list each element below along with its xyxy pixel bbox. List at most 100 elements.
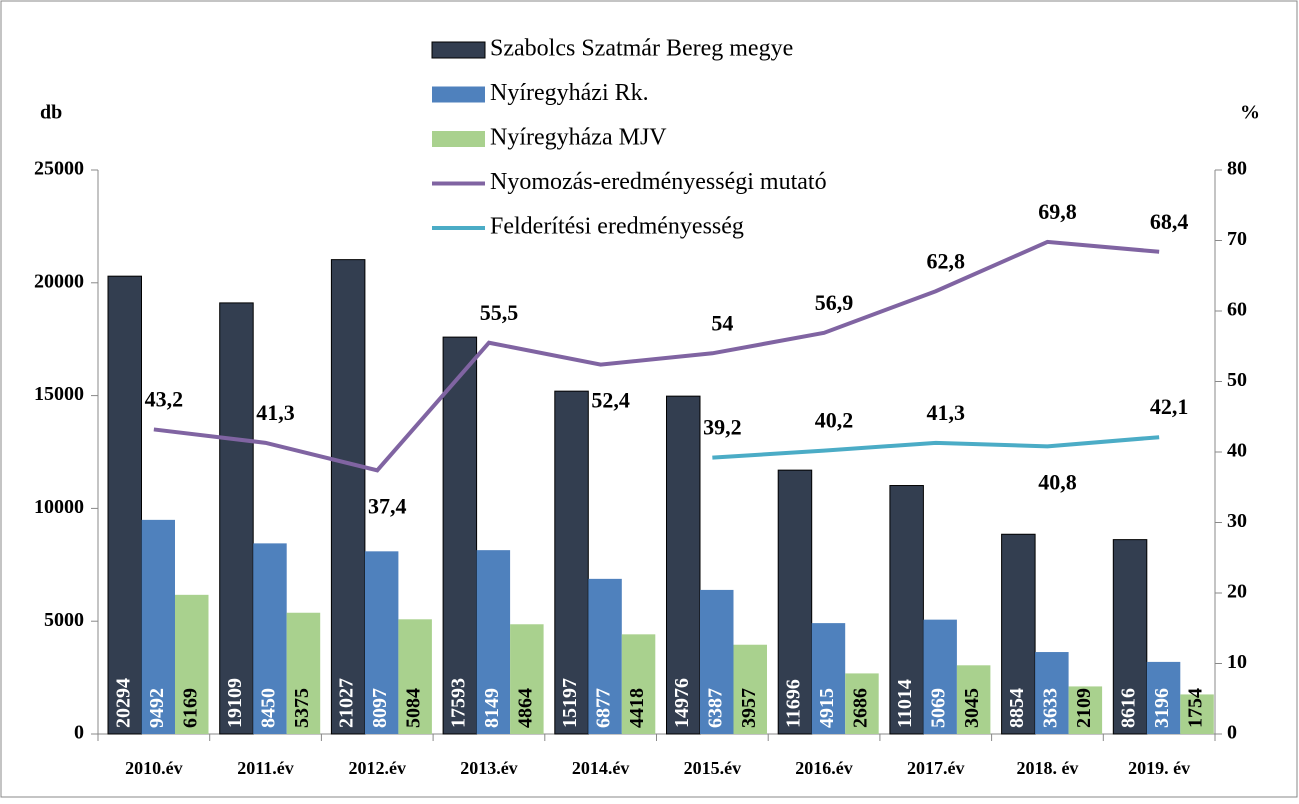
bar: [286, 612, 321, 734]
bar: [364, 551, 399, 734]
bar-value-label: 3045: [961, 688, 983, 728]
line-value-label: 37,4: [368, 493, 407, 518]
bar: [956, 665, 991, 734]
bar-value-label: 5084: [403, 688, 425, 728]
bar: [1112, 539, 1148, 735]
bar-value-label: 3196: [1151, 688, 1173, 728]
y-tick-label: 10000: [34, 496, 84, 518]
y2-tick-label: 20: [1227, 581, 1247, 603]
legend-swatch: [432, 86, 485, 103]
bar-value-label: 14976: [671, 678, 693, 728]
bar-value-label: 21027: [336, 678, 358, 728]
bar-value-label: 3957: [738, 688, 760, 728]
line-value-label: 62,8: [927, 248, 966, 273]
line-value-label: 39,2: [703, 415, 742, 440]
line: [153, 239, 1160, 473]
x-tick-label: 2016.év: [795, 758, 853, 778]
bar-value-label: 8854: [1006, 688, 1028, 728]
bar-value-label: 2686: [850, 688, 872, 728]
bar: [845, 673, 879, 734]
bar-value-label: 15197: [559, 678, 581, 728]
bar-value-label: 6387: [704, 688, 726, 728]
bar: [700, 589, 734, 734]
line-value-label: 54: [711, 310, 733, 335]
line-value-label: 52,4: [591, 388, 630, 413]
y2-tick-label: 50: [1227, 369, 1247, 391]
y-axis-label: db: [40, 102, 62, 124]
line-value-label: 56,9: [815, 290, 854, 315]
bar: [889, 485, 924, 735]
bar-value-label: 5069: [928, 688, 950, 728]
bar-value-label: 6169: [179, 688, 201, 728]
bar: [1001, 533, 1036, 735]
bar-value-label: 3633: [1039, 688, 1061, 728]
bar: [666, 395, 701, 735]
x-tick-label: 2014.év: [572, 758, 630, 778]
legend-label: Nyíregyháza MJV: [490, 125, 667, 151]
bar: [621, 634, 656, 734]
bar: [554, 390, 589, 735]
bar-value-label: 8616: [1118, 688, 1140, 728]
y-tick-label: 5000: [44, 609, 84, 631]
line-value-label: 55,5: [480, 300, 519, 325]
bar-value-label: 8097: [369, 688, 391, 728]
line-value-label: 69,8: [1038, 199, 1077, 224]
bar-value-label: 1754: [1185, 688, 1207, 728]
x-tick-label: 2017.év: [907, 758, 965, 778]
bar-value-label: 19109: [224, 678, 246, 728]
bar-value-label: 11014: [894, 679, 916, 728]
x-tick-label: 2012.év: [349, 758, 407, 778]
line-value-label: 42,1: [1150, 394, 1189, 419]
y2-axis-label: %: [1240, 102, 1260, 124]
y-tick-label: 0: [74, 722, 84, 744]
legend-label: Nyomozás-eredményességi mutató: [490, 169, 827, 195]
bar: [476, 550, 511, 734]
y-tick-label: 25000: [34, 158, 84, 180]
bar: [107, 275, 142, 735]
bar: [1035, 652, 1069, 734]
line-value-label: 68,4: [1150, 209, 1189, 234]
bar-value-label: 6877: [593, 688, 615, 728]
bar-value-label: 4418: [626, 688, 648, 728]
y2-tick-label: 10: [1227, 651, 1247, 673]
bar: [777, 469, 813, 735]
bar-value-label: 4864: [514, 688, 536, 728]
line-value-label: 43,2: [145, 386, 184, 411]
y2-tick-label: 80: [1227, 158, 1247, 180]
bar: [811, 623, 846, 734]
x-tick-label: 2018. év: [1016, 758, 1078, 778]
bar: [510, 624, 544, 734]
bar-value-label: 8149: [481, 688, 503, 728]
bar-value-label: 17593: [447, 678, 469, 728]
bar: [1146, 661, 1181, 734]
y2-tick-label: 30: [1227, 510, 1247, 532]
bar-value-label: 11696: [783, 679, 805, 728]
y2-tick-label: 70: [1227, 228, 1247, 250]
bar: [733, 644, 767, 734]
bar: [398, 619, 432, 734]
bar: [175, 594, 209, 734]
bar: [141, 519, 175, 734]
legend-label: Szabolcs Szatmár Bereg megye: [490, 36, 793, 62]
y-tick-label: 15000: [34, 383, 84, 405]
bar: [923, 619, 957, 734]
x-tick-label: 2013.év: [460, 758, 518, 778]
x-tick-label: 2019. év: [1128, 758, 1190, 778]
bar: [588, 578, 622, 734]
bar-value-label: 2109: [1073, 688, 1095, 728]
x-tick-label: 2010.év: [125, 758, 183, 778]
line-value-label: 40,2: [815, 408, 854, 433]
line-value-label: 40,8: [1038, 469, 1077, 494]
legend-swatch: [432, 131, 485, 147]
bar-value-label: 5375: [291, 688, 313, 728]
x-tick-label: 2011.év: [237, 758, 294, 778]
bar-value-label: 8450: [258, 688, 280, 728]
y2-tick-label: 40: [1227, 440, 1247, 462]
bar-value-label: 9492: [146, 688, 168, 728]
line: [712, 435, 1160, 460]
bar: [330, 259, 366, 735]
y2-tick-label: 0: [1227, 722, 1237, 744]
x-tick-label: 2015.év: [684, 758, 742, 778]
y2-tick-label: 60: [1227, 299, 1247, 321]
